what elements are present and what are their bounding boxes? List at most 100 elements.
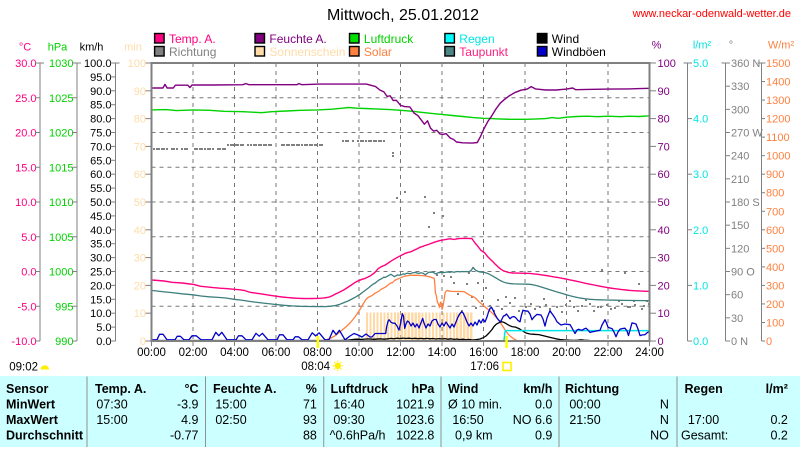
svg-text:80.0: 80.0	[90, 114, 111, 126]
svg-text:70.0: 70.0	[90, 141, 111, 153]
svg-text:80: 80	[134, 114, 146, 126]
svg-text:min: min	[124, 42, 142, 54]
svg-text:Feuchte A.: Feuchte A.	[213, 382, 276, 396]
svg-text:Regen: Regen	[459, 32, 494, 46]
svg-text:1010: 1010	[49, 197, 73, 209]
svg-text:30.0: 30.0	[90, 253, 111, 265]
svg-text:0: 0	[140, 336, 146, 348]
svg-text:2.0: 2.0	[693, 225, 708, 237]
svg-text:10: 10	[658, 308, 670, 320]
svg-text:1300: 1300	[766, 95, 790, 107]
svg-text:0,9 km: 0,9 km	[455, 429, 493, 443]
svg-text:07:30: 07:30	[96, 398, 127, 412]
svg-text:16:40: 16:40	[333, 398, 364, 412]
svg-text:300: 300	[766, 280, 784, 292]
svg-text:70: 70	[134, 141, 146, 153]
svg-text:990: 990	[55, 336, 73, 348]
svg-text:71: 71	[303, 398, 317, 412]
svg-text:MaxWert: MaxWert	[6, 413, 59, 427]
svg-text:25.0: 25.0	[15, 93, 36, 105]
svg-text:500: 500	[766, 243, 784, 255]
svg-text:-0.77: -0.77	[170, 429, 199, 443]
svg-text:100.0: 100.0	[84, 58, 112, 70]
svg-text:10.0: 10.0	[15, 197, 36, 209]
svg-text:°C: °C	[19, 42, 31, 54]
svg-text:1021.9: 1021.9	[396, 398, 434, 412]
svg-text:Richtung: Richtung	[169, 45, 216, 59]
svg-text:Temp. A.: Temp. A.	[169, 32, 216, 46]
svg-text:330: 330	[731, 81, 749, 93]
svg-text:20.0: 20.0	[90, 280, 111, 292]
svg-text:www.neckar-odenwald-wetter.de: www.neckar-odenwald-wetter.de	[632, 8, 791, 20]
svg-text:°: °	[729, 40, 733, 52]
svg-text:Regen: Regen	[685, 382, 723, 396]
svg-text:-5.0: -5.0	[18, 301, 37, 313]
svg-text:700: 700	[766, 206, 784, 218]
svg-text:10: 10	[134, 308, 146, 320]
svg-text:60: 60	[731, 290, 743, 302]
svg-text:1015: 1015	[49, 162, 73, 174]
svg-text:5.0: 5.0	[693, 58, 708, 70]
svg-text:Wind: Wind	[552, 32, 579, 46]
svg-text:90: 90	[658, 86, 670, 98]
svg-text:22:00: 22:00	[594, 347, 623, 359]
svg-text:00:00: 00:00	[569, 398, 600, 412]
svg-text:Sonnenschein: Sonnenschein	[269, 45, 345, 59]
svg-text:16:00: 16:00	[469, 347, 498, 359]
svg-text:Luftdruck: Luftdruck	[331, 382, 389, 396]
svg-text:N: N	[660, 398, 669, 412]
svg-text:45.0: 45.0	[90, 211, 111, 223]
svg-text:Gesamt:: Gesamt:	[681, 429, 728, 443]
svg-text:30.0: 30.0	[15, 58, 36, 70]
svg-text:75.0: 75.0	[90, 128, 111, 140]
svg-text:200: 200	[766, 299, 784, 311]
svg-text:0: 0	[658, 336, 664, 348]
svg-text:25.0: 25.0	[90, 267, 111, 279]
svg-text:Sensor: Sensor	[6, 382, 49, 396]
svg-text:1023.6: 1023.6	[396, 413, 434, 427]
svg-text:Feuchte A.: Feuchte A.	[269, 32, 326, 46]
svg-text:30: 30	[658, 253, 670, 265]
svg-text:50: 50	[134, 197, 146, 209]
svg-text:16:50: 16:50	[452, 413, 483, 427]
svg-text:NO: NO	[650, 429, 669, 443]
svg-text:Luftdruck: Luftdruck	[364, 32, 414, 46]
svg-text:Durchschnitt: Durchschnitt	[6, 429, 84, 443]
svg-text:MinWert: MinWert	[6, 398, 56, 412]
svg-text:100: 100	[766, 317, 784, 329]
svg-text:1030: 1030	[49, 58, 73, 70]
svg-text:09:02: 09:02	[9, 362, 38, 374]
svg-text:NO 6.6: NO 6.6	[513, 413, 553, 427]
svg-text:90: 90	[134, 86, 146, 98]
svg-text:14:00: 14:00	[428, 347, 457, 359]
svg-text:1500: 1500	[766, 58, 790, 70]
svg-text:%: %	[652, 40, 662, 52]
svg-text:300: 300	[731, 104, 749, 116]
svg-text:90.0: 90.0	[90, 86, 111, 98]
svg-text:^0.6hPa/h: ^0.6hPa/h	[330, 429, 386, 443]
svg-text:08:00: 08:00	[303, 347, 332, 359]
svg-text:30: 30	[731, 313, 743, 325]
svg-text:0.0: 0.0	[21, 267, 36, 279]
svg-text:20: 20	[134, 280, 146, 292]
svg-text:0.2: 0.2	[771, 413, 788, 427]
svg-text:Wind: Wind	[448, 382, 478, 396]
svg-text:12:00: 12:00	[386, 347, 415, 359]
svg-text:04:00: 04:00	[220, 347, 249, 359]
svg-text:Windböen: Windböen	[552, 45, 606, 59]
svg-text:0: 0	[766, 336, 772, 348]
svg-text:10.0: 10.0	[90, 308, 111, 320]
svg-text:1005: 1005	[49, 232, 73, 244]
svg-text:4.0: 4.0	[693, 114, 708, 126]
svg-text:0 N: 0 N	[731, 336, 748, 348]
svg-text:km/h: km/h	[523, 382, 552, 396]
svg-text:100: 100	[128, 58, 146, 70]
svg-text:40: 40	[658, 225, 670, 237]
svg-text:600: 600	[766, 225, 784, 237]
svg-text:180 S: 180 S	[731, 197, 760, 209]
svg-text:995: 995	[55, 301, 73, 313]
svg-text:0.9: 0.9	[535, 429, 552, 443]
svg-text:10:00: 10:00	[345, 347, 374, 359]
svg-text:120: 120	[731, 243, 749, 255]
svg-text:09:30: 09:30	[333, 413, 364, 427]
